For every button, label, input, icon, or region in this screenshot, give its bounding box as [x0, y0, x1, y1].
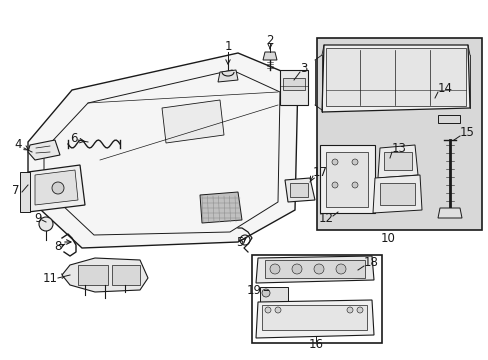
Polygon shape [62, 258, 148, 292]
Polygon shape [218, 70, 238, 82]
Text: 4: 4 [14, 139, 21, 152]
Circle shape [262, 289, 269, 297]
Circle shape [331, 182, 337, 188]
Circle shape [39, 217, 53, 231]
Circle shape [274, 307, 281, 313]
Polygon shape [321, 45, 469, 112]
Bar [316, 38, 481, 230]
Text: 18: 18 [363, 256, 378, 269]
Bar [319, 145, 374, 213]
Polygon shape [28, 53, 297, 248]
Text: 12: 12 [318, 211, 333, 225]
Text: 5: 5 [236, 235, 243, 248]
Bar [379, 183, 414, 205]
Polygon shape [263, 52, 276, 60]
Circle shape [331, 159, 337, 165]
Text: 14: 14 [437, 81, 452, 94]
Text: 7: 7 [12, 184, 20, 197]
Text: 3: 3 [299, 62, 307, 75]
Circle shape [335, 264, 346, 274]
Text: 11: 11 [42, 271, 58, 284]
Text: 8: 8 [54, 239, 61, 252]
Polygon shape [285, 178, 314, 202]
Polygon shape [377, 145, 417, 178]
Text: 16: 16 [308, 338, 323, 351]
Polygon shape [372, 175, 421, 213]
Circle shape [351, 182, 357, 188]
Bar [264, 260, 364, 278]
Bar [78, 265, 108, 285]
Circle shape [346, 307, 352, 313]
Polygon shape [200, 192, 242, 223]
Text: 10: 10 [380, 231, 395, 244]
Text: 6: 6 [70, 131, 78, 144]
Bar [251, 255, 381, 343]
Bar [325, 152, 367, 207]
Polygon shape [256, 300, 373, 338]
Text: 13: 13 [391, 141, 406, 154]
Bar [262, 305, 366, 330]
Circle shape [351, 159, 357, 165]
Circle shape [52, 182, 64, 194]
Polygon shape [28, 140, 60, 160]
Polygon shape [162, 100, 224, 143]
Text: 17: 17 [312, 166, 327, 179]
Bar [20, 172, 30, 212]
Polygon shape [437, 208, 461, 218]
Circle shape [269, 264, 280, 274]
Text: 9: 9 [34, 211, 41, 225]
Bar [112, 265, 140, 285]
Bar [383, 152, 411, 170]
Circle shape [313, 264, 324, 274]
Bar [260, 287, 287, 305]
Bar [289, 183, 307, 197]
Circle shape [264, 307, 270, 313]
Bar [283, 78, 305, 90]
Circle shape [291, 264, 302, 274]
Bar [437, 115, 459, 123]
Text: 1: 1 [224, 40, 231, 53]
Text: 15: 15 [459, 126, 474, 139]
Polygon shape [28, 165, 85, 212]
Circle shape [356, 307, 362, 313]
Text: 2: 2 [265, 33, 273, 46]
Bar [280, 70, 307, 105]
Polygon shape [256, 256, 373, 283]
Polygon shape [35, 170, 78, 205]
Text: 19: 19 [246, 284, 262, 297]
Bar [325, 48, 465, 106]
